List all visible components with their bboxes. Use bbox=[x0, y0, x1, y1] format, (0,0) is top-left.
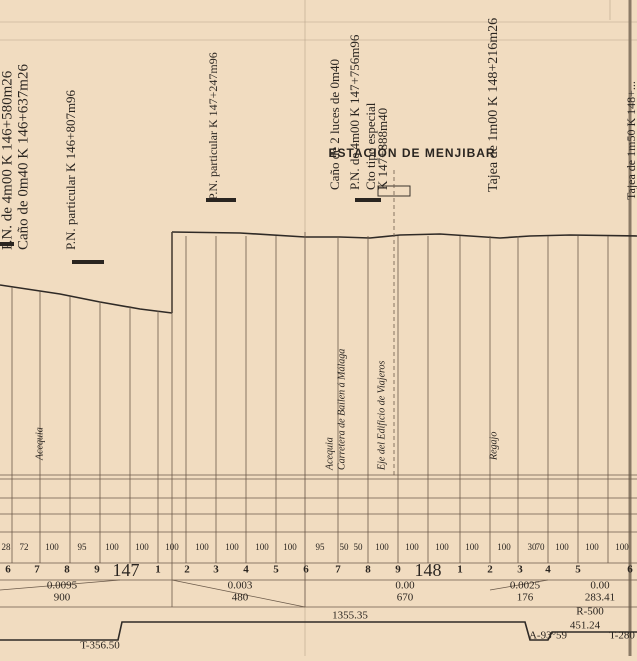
hectometer-label: 1 bbox=[457, 564, 463, 576]
feature-label: P.N. de 4m00 K 147+756m96 bbox=[347, 34, 362, 190]
distance-label: 100 bbox=[615, 542, 629, 552]
flag-markers bbox=[0, 198, 381, 264]
distance-label: 100 bbox=[225, 542, 239, 552]
hectometer-label: 2 bbox=[184, 564, 190, 576]
distance-label: 28 bbox=[2, 542, 12, 552]
hectometer-label: 6 bbox=[5, 564, 11, 576]
alignment-label: 451.24 bbox=[570, 620, 601, 632]
crossing-label: Regajo bbox=[488, 432, 499, 461]
alignment-label: T-356.50 bbox=[80, 640, 120, 652]
hectometer-label: 3 bbox=[213, 564, 219, 576]
alignment-label: T-280 bbox=[609, 630, 635, 642]
gradient-length: 670 bbox=[397, 592, 414, 604]
distance-label: 100 bbox=[497, 542, 511, 552]
gradient-slope: 0.00 bbox=[395, 580, 415, 592]
hectometer-label: 5 bbox=[575, 564, 581, 576]
feature-label: Tajea de 1m50 K 148+... bbox=[624, 81, 637, 200]
distance-label: 100 bbox=[283, 542, 297, 552]
hectometer-label: 4 bbox=[243, 564, 249, 576]
feature-label: P.N. particular K 146+807m96 bbox=[63, 89, 78, 250]
distance-label: 30 bbox=[528, 542, 538, 552]
crossing-label: Eje del Edificio de Viajeros bbox=[376, 360, 387, 471]
distance-label: 50 bbox=[340, 542, 350, 552]
profile-line bbox=[171, 231, 637, 239]
distance-label: 100 bbox=[435, 542, 449, 552]
hectometer-label: 9 bbox=[395, 564, 401, 576]
hectometer-label: 5 bbox=[273, 564, 279, 576]
alignment-line bbox=[0, 621, 637, 641]
distance-label: 100 bbox=[165, 542, 179, 552]
profile-line bbox=[0, 284, 173, 314]
feature-label: P.N. de 4m00 K 146+580m26 bbox=[0, 70, 15, 250]
distance-label: 95 bbox=[78, 542, 88, 552]
feature-label: P.N. particular K 147+247m96 bbox=[206, 52, 220, 200]
feature-label: Caño de 2 luces de 0m40 bbox=[327, 59, 342, 190]
hectometer-label: 6 bbox=[303, 564, 309, 576]
gradient-length: 900 bbox=[54, 592, 71, 604]
gradient-length: 480 bbox=[232, 592, 249, 604]
crossing-label: Acequia bbox=[324, 437, 335, 471]
distance-label: 100 bbox=[585, 542, 599, 552]
hectometer-label: 9 bbox=[94, 564, 100, 576]
feature-label: Caño de 0m40 K 146+637m26 bbox=[15, 64, 31, 250]
table-rows bbox=[0, 474, 637, 608]
distance-label: 70 bbox=[536, 542, 546, 552]
alignment-label: R-500 bbox=[576, 606, 604, 618]
crossing-label: Carretera de Bailen á Málaga bbox=[336, 349, 347, 470]
feature-label: K 147+888m40 bbox=[375, 108, 390, 190]
gradient-marks bbox=[0, 579, 549, 608]
distance-label: 100 bbox=[195, 542, 209, 552]
kilometer-label: 148 bbox=[415, 560, 442, 580]
distance-label: 50 bbox=[354, 542, 364, 552]
gradient-slope: 0.0025 bbox=[510, 580, 541, 592]
hectometer-label: 3 bbox=[517, 564, 523, 576]
distance-label: 100 bbox=[255, 542, 269, 552]
feature-label: Cto tipo especial bbox=[363, 102, 378, 190]
gradient-slope: 0.00 bbox=[590, 580, 610, 592]
alignment-label: 1355.35 bbox=[332, 610, 368, 622]
distance-label: 100 bbox=[135, 542, 149, 552]
distance-label: 100 bbox=[45, 542, 59, 552]
gradient-slope: 0.0095 bbox=[47, 580, 78, 592]
distance-label: 95 bbox=[316, 542, 326, 552]
alignment-label: A-93°59 bbox=[529, 630, 568, 642]
distance-label: 100 bbox=[405, 542, 419, 552]
hectometer-label: 7 bbox=[34, 564, 40, 576]
hectometer-label: 8 bbox=[64, 564, 70, 576]
distance-label: 72 bbox=[20, 542, 29, 552]
gradient-length: 176 bbox=[517, 592, 534, 604]
hectometer-label: 1 bbox=[155, 564, 161, 576]
crossing-label: Acequia bbox=[34, 427, 45, 461]
gradient-length: 283.41 bbox=[585, 592, 615, 604]
hectometer-label: 2 bbox=[487, 564, 493, 576]
distance-label: 100 bbox=[465, 542, 479, 552]
hectometer-label: 4 bbox=[545, 564, 551, 576]
feature-label: Tajea de 1m00 K 148+216m26 bbox=[486, 18, 501, 192]
hectometer-label: 7 bbox=[335, 564, 341, 576]
gradient-slope: 0.003 bbox=[228, 580, 253, 592]
distance-label: 100 bbox=[555, 542, 569, 552]
hectometer-label: 8 bbox=[365, 564, 371, 576]
distance-label: 100 bbox=[105, 542, 119, 552]
distance-label: 100 bbox=[375, 542, 389, 552]
station-name: ESTACIÓN DE MENJIBAR bbox=[328, 145, 495, 160]
kilometer-label: 147 bbox=[113, 560, 140, 580]
hectometer-label: 6 bbox=[627, 564, 633, 576]
